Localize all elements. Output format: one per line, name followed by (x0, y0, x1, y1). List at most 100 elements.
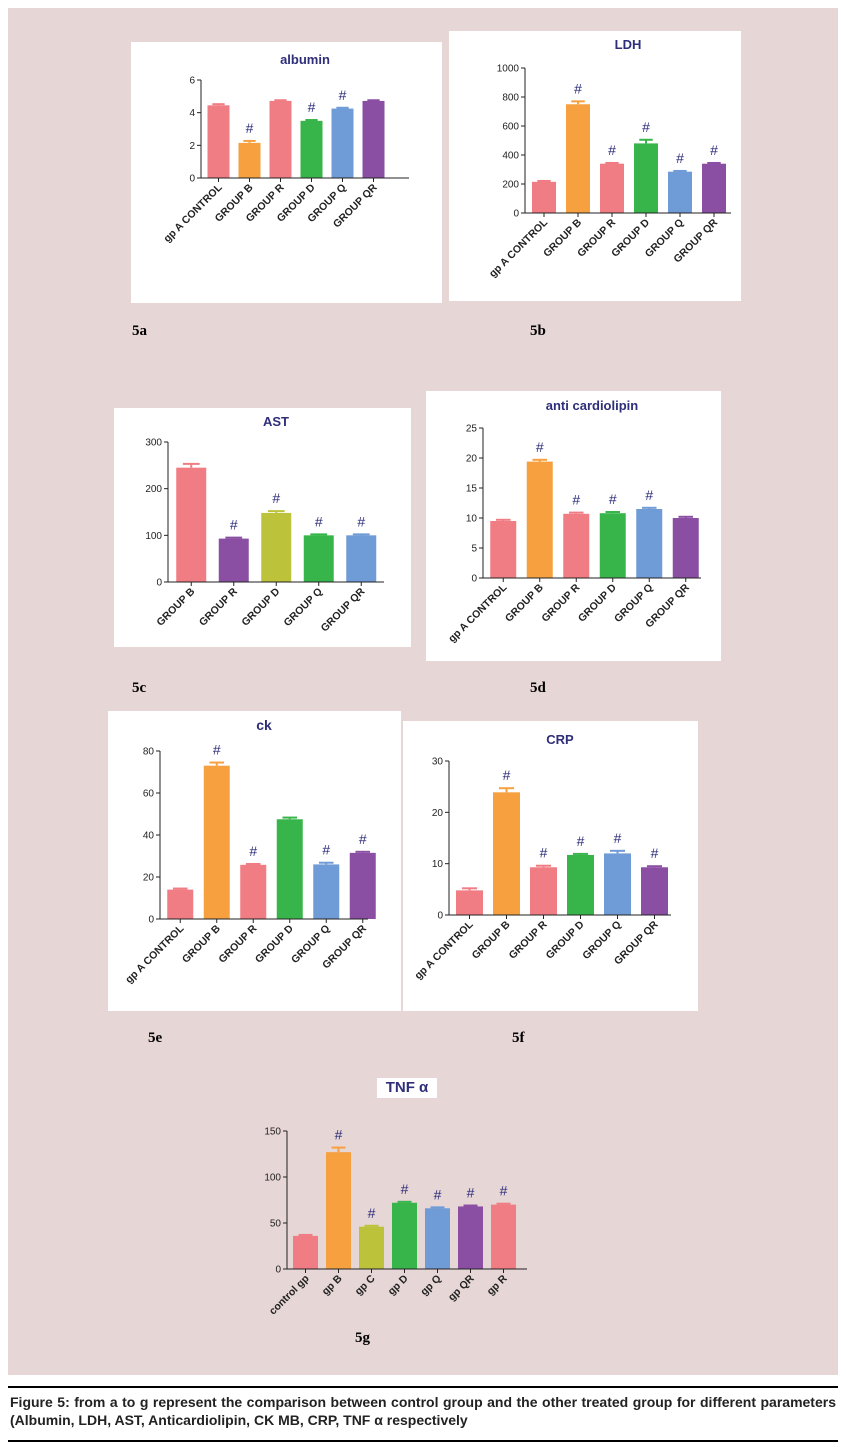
panel-label-5a: 5a (132, 323, 147, 339)
y-tick-label: 100 (145, 531, 162, 542)
y-tick-label: 25 (466, 424, 478, 435)
y-tick-label: 4 (189, 108, 195, 119)
x-tick-label: control gp (267, 1273, 312, 1318)
x-tick-label: GROUP QR (319, 585, 368, 634)
chart-title: ck (256, 717, 272, 733)
x-tick-label: gp B (320, 1272, 345, 1297)
bar-gp-a-control (456, 890, 483, 915)
y-tick-label: 800 (502, 93, 519, 104)
significance-marker: # (315, 513, 323, 529)
significance-marker: # (434, 1186, 442, 1202)
chart-panel-tnf-alpha: TNF α 0 50 100 150 control gp # gp B # gp C # gp D #… (250, 1075, 540, 1335)
x-tick-label: GROUP B (180, 922, 223, 965)
y-tick-label: 50 (270, 1219, 282, 1230)
x-tick-label: GROUP B (470, 918, 513, 961)
x-tick-label: gp QR (446, 1272, 477, 1303)
bar-group-d (276, 819, 303, 919)
y-tick-label: 200 (502, 180, 519, 191)
y-tick-label: 600 (502, 122, 519, 133)
chart-title: LDH (615, 37, 642, 52)
bar-gp-a-control (490, 521, 517, 578)
chart-panel-ldh: LDH 0 200 400 600 800 1000 gp A CONTROL # GROUP B… (449, 31, 741, 301)
y-tick-label: 30 (432, 757, 444, 768)
x-tick-label: gp D (386, 1272, 411, 1297)
significance-marker: # (574, 80, 582, 96)
bar-gp-qr (458, 1206, 483, 1269)
bar-group-b (203, 765, 230, 919)
bar-group-d (261, 512, 292, 582)
bar-group-b (238, 142, 261, 178)
significance-marker: # (322, 842, 330, 858)
significance-marker: # (500, 1183, 508, 1199)
bar-group-qr (349, 852, 376, 919)
significance-marker: # (272, 490, 280, 506)
significance-marker: # (645, 487, 653, 503)
x-tick-label: gp A CONTROL (123, 922, 187, 986)
x-tick-label: GROUP R (539, 581, 582, 624)
y-tick-label: 6 (189, 76, 195, 87)
y-tick-label: 0 (437, 911, 443, 922)
significance-marker: # (614, 830, 622, 846)
y-tick-label: 0 (156, 578, 162, 589)
chart-panel-albumin: albumin 0 2 4 6 gp A CONTROL # GROUP B GROUP R # G… (131, 42, 442, 303)
bar-group-q (331, 108, 354, 178)
bar-control-gp (293, 1235, 318, 1269)
bar-gp-d (392, 1202, 417, 1269)
y-tick-label: 0 (275, 1265, 281, 1276)
bar-group-q (636, 509, 663, 578)
bar-gp-a-control (532, 181, 556, 213)
chart-title: albumin (280, 52, 330, 67)
y-tick-label: 0 (189, 174, 195, 185)
significance-marker: # (710, 142, 718, 158)
y-tick-label: 5 (471, 544, 477, 555)
panel-label-5e: 5e (148, 1030, 163, 1046)
x-tick-label: GROUP Q (281, 586, 324, 629)
y-tick-label: 60 (143, 789, 155, 800)
x-tick-label: GROUP B (503, 581, 546, 624)
x-tick-label: GROUP R (197, 585, 240, 628)
y-tick-label: 0 (148, 915, 154, 926)
significance-marker: # (357, 513, 365, 529)
x-tick-label: gp R (485, 1272, 510, 1297)
bar-group-r (530, 867, 557, 915)
y-tick-label: 150 (264, 1127, 281, 1138)
significance-marker: # (577, 833, 585, 849)
bar-group-r (240, 864, 267, 919)
significance-marker: # (467, 1185, 475, 1201)
bar-group-qr (641, 867, 668, 915)
chart-title-box (377, 1078, 437, 1098)
significance-marker: # (230, 517, 238, 533)
bar-group-r (600, 163, 624, 213)
y-tick-label: 40 (143, 831, 155, 842)
bar-group-b (566, 104, 590, 213)
x-tick-label: gp A CONTROL (412, 918, 476, 982)
bar-group-qr (346, 535, 377, 582)
significance-marker: # (339, 87, 347, 103)
significance-marker: # (642, 119, 650, 135)
panel-label-5b: 5b (530, 323, 546, 339)
bar-gp-c (359, 1226, 384, 1269)
x-tick-label: gp A CONTROL (446, 581, 510, 645)
y-tick-label: 10 (432, 859, 444, 870)
y-tick-label: 15 (466, 484, 478, 495)
x-tick-label: gp C (353, 1272, 378, 1297)
bar-gp-r (491, 1204, 516, 1269)
bar-gp-q (425, 1208, 450, 1269)
bar-group-qr (362, 100, 385, 178)
panel-label-5c: 5c (132, 680, 147, 696)
y-tick-label: 20 (466, 454, 478, 465)
bar-group-q (313, 864, 340, 919)
bar-group-d (599, 513, 626, 578)
bar-group-d (634, 143, 658, 213)
significance-marker: # (503, 767, 511, 783)
panel-label-5f: 5f (512, 1030, 525, 1046)
bar-group-q (668, 171, 692, 213)
bar-gp-b (326, 1152, 351, 1269)
significance-marker: # (609, 491, 617, 507)
y-tick-label: 2 (189, 141, 195, 152)
significance-marker: # (572, 492, 580, 508)
x-tick-label: GROUP D (239, 585, 282, 628)
significance-marker: # (246, 120, 254, 136)
significance-marker: # (651, 845, 659, 861)
